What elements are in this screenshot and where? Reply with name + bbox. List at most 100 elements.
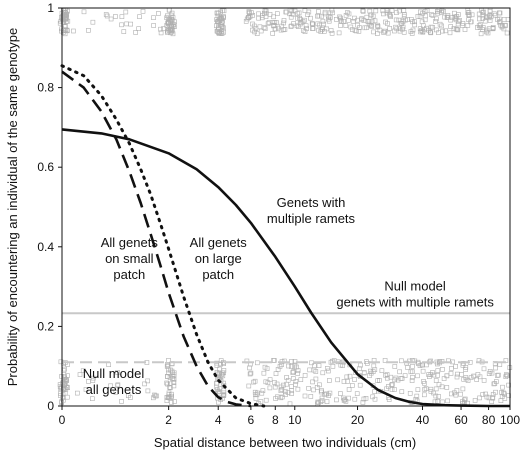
- scatter-point: [221, 393, 226, 398]
- scatter-point: [387, 26, 393, 31]
- scatter-point: [288, 24, 294, 29]
- scatter-point: [283, 389, 288, 395]
- scatter-point: [399, 376, 405, 381]
- scatter-point: [113, 389, 119, 395]
- scatter-point: [119, 14, 125, 19]
- scatter-point: [433, 393, 439, 399]
- scatter-point: [290, 369, 296, 375]
- scatter-point: [472, 398, 478, 403]
- scatter-point: [448, 17, 454, 23]
- scatter-point: [252, 378, 258, 384]
- scatter-point: [145, 378, 150, 384]
- scatter-point: [151, 15, 156, 20]
- scatter-point: [394, 10, 399, 15]
- scatter-point: [214, 10, 220, 16]
- scatter-point: [402, 373, 408, 378]
- scatter-point: [375, 378, 381, 384]
- scatter-point: [354, 391, 360, 397]
- scatter-point: [476, 11, 482, 17]
- scatter-point: [417, 26, 423, 32]
- scatter-point: [408, 369, 414, 375]
- scatter-point: [256, 11, 261, 17]
- scatter-point: [345, 10, 350, 15]
- annotation-line: all genets: [86, 382, 142, 397]
- scatter-point: [319, 388, 325, 394]
- scatter-point: [220, 8, 225, 13]
- scatter-point: [137, 14, 142, 19]
- scatter-point: [119, 22, 124, 28]
- scatter-point: [396, 17, 402, 23]
- scatter-point: [165, 28, 170, 34]
- scatter-point: [483, 391, 488, 397]
- scatter-point: [448, 371, 454, 376]
- scatter-point: [418, 29, 423, 35]
- scatter-point: [258, 28, 264, 34]
- annotation-2: All genets on large patch: [190, 235, 248, 282]
- scatter-point: [431, 372, 437, 378]
- x-tick-label: 8: [272, 413, 279, 427]
- scatter-point: [323, 391, 329, 397]
- scatter-point: [302, 373, 308, 378]
- scatter-point: [399, 389, 405, 395]
- scatter-point: [315, 13, 320, 19]
- scatter-point: [281, 18, 287, 23]
- scatter-point: [301, 28, 306, 33]
- scatter-point: [465, 378, 471, 383]
- scatter-point: [480, 16, 486, 21]
- scatter-point: [481, 366, 487, 372]
- scatter-point: [337, 17, 343, 23]
- scatter-point: [445, 14, 450, 20]
- scatter-point: [249, 10, 254, 15]
- scatter-point: [428, 388, 434, 394]
- scatter-point: [108, 16, 114, 22]
- scatter-point: [360, 400, 366, 405]
- x-tick-label: 6: [248, 413, 255, 427]
- scatter-point: [435, 368, 441, 374]
- scatter-point: [252, 389, 258, 395]
- y-tick-label: 1: [47, 1, 54, 15]
- scatter-point: [83, 387, 89, 392]
- scatter-point: [494, 373, 500, 378]
- scatter-point: [352, 377, 357, 382]
- scatter-point: [453, 16, 458, 21]
- scatter-point: [495, 17, 500, 22]
- scatter-point: [488, 14, 494, 20]
- scatter-point: [327, 15, 333, 20]
- scatter-point: [309, 21, 315, 26]
- scatter-point: [448, 391, 454, 397]
- scatter-point: [167, 384, 172, 390]
- scatter-point: [324, 26, 330, 32]
- x-tick-label: 60: [454, 413, 468, 427]
- scatter-point: [423, 25, 429, 31]
- scatter-point: [343, 23, 349, 28]
- scatter-point: [439, 399, 445, 405]
- scatter-point: [115, 382, 121, 388]
- axes-layer: [58, 7, 511, 410]
- annotation-line: All genets: [190, 235, 248, 250]
- scatter-point: [454, 374, 460, 380]
- scatter-point: [385, 21, 390, 26]
- scatter-point: [60, 397, 66, 403]
- scatter-point: [91, 375, 96, 381]
- annotation-line: All genets: [101, 235, 159, 250]
- scatter-point: [493, 379, 499, 384]
- scatter-point: [290, 376, 296, 381]
- scatter-point: [366, 21, 372, 27]
- annotation-0: Genets with multiple ramets: [267, 195, 356, 226]
- scatter-point: [282, 27, 288, 32]
- scatter-point: [274, 20, 279, 25]
- scatter-point: [169, 400, 174, 405]
- scatter-point: [246, 383, 252, 389]
- scatter-point: [309, 360, 314, 366]
- scatter-point: [287, 401, 293, 407]
- scatter-point: [373, 8, 379, 14]
- scatter-point: [86, 379, 91, 384]
- scatter-point: [215, 387, 220, 392]
- scatter-point: [243, 18, 249, 24]
- scatter-point: [302, 8, 308, 13]
- scatter-point: [272, 380, 277, 385]
- scatter-point: [466, 17, 471, 22]
- scatter-point: [167, 7, 172, 13]
- scatter-point: [216, 399, 221, 405]
